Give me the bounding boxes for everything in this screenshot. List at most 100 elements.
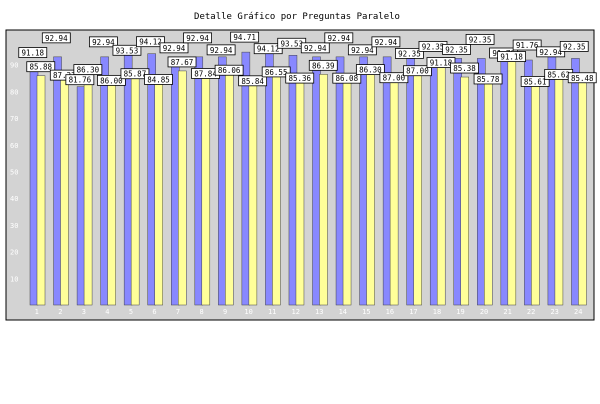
data-label: 85.48: [567, 72, 597, 84]
data-label-box: [159, 42, 189, 54]
data-label: 91.76: [512, 39, 542, 51]
data-label-box: [512, 39, 542, 51]
x-tick-label: 17: [409, 308, 417, 316]
data-label-box: [426, 57, 456, 68]
data-label: 86.30: [355, 64, 385, 75]
data-label-text: 85.48: [571, 74, 594, 83]
bar-s2-1: [36, 75, 46, 306]
data-label-box: [403, 65, 432, 77]
x-tick-label: 5: [129, 308, 133, 316]
bar-s2-7: [178, 70, 187, 306]
data-label: 92.94: [183, 32, 212, 44]
data-label-text: 85.62: [547, 70, 570, 79]
data-label-box: [395, 48, 424, 59]
data-label-text: 91.76: [516, 41, 539, 50]
data-label-box: [442, 44, 471, 55]
data-label-text: 86.30: [359, 66, 382, 75]
data-label-text: 94.12: [257, 45, 280, 54]
data-label-box: [332, 72, 362, 84]
x-tick-label: 9: [223, 308, 227, 316]
x-tick-label: 20: [480, 308, 488, 316]
data-label: 85.87: [120, 68, 150, 80]
data-label-box: [347, 44, 377, 56]
y-tick-label: 50: [10, 169, 18, 177]
data-label: 91.18: [497, 51, 527, 62]
x-tick-label: 18: [433, 308, 441, 316]
data-label-text: 92.94: [351, 46, 374, 55]
bar-s2-13: [319, 74, 328, 306]
data-label-text: 92.94: [375, 38, 398, 47]
data-label-text: 92.94: [45, 34, 68, 43]
x-tick-label: 24: [574, 308, 582, 316]
bar-s2-18: [436, 61, 446, 306]
data-label: 92.94: [347, 44, 377, 56]
data-label-box: [96, 74, 126, 86]
data-label-box: [120, 68, 150, 80]
data-label: 92.94: [536, 46, 566, 58]
x-tick-label: 10: [244, 308, 252, 316]
y-tick-label: 90: [10, 62, 18, 70]
data-label: 92.94: [159, 42, 189, 54]
data-label-box: [18, 47, 48, 58]
data-label-box: [88, 36, 118, 48]
data-label-box: [26, 61, 56, 73]
bar-s2-8: [201, 70, 211, 306]
y-tick-label: 10: [10, 275, 18, 283]
data-label: 92.94: [206, 44, 236, 56]
data-label-text: 85.61: [524, 77, 547, 86]
data-label: 86.00: [96, 74, 126, 86]
data-label: 86.06: [214, 64, 244, 76]
bar-s2-16: [389, 72, 399, 306]
bar-s2-14: [342, 74, 352, 306]
data-label-text: 92.35: [398, 49, 421, 58]
data-label-text: 92.94: [328, 34, 351, 43]
data-label-text: 92.35: [445, 45, 468, 54]
bar-s2-15: [366, 74, 375, 306]
data-label: 85.78: [473, 73, 503, 85]
data-label-box: [497, 51, 527, 62]
data-label: 93.53: [112, 44, 142, 56]
data-label-box: [536, 46, 566, 58]
data-label-text: 81.76: [69, 76, 92, 85]
data-label: 86.30: [73, 64, 103, 75]
x-tick-label: 23: [550, 308, 558, 316]
data-label: 92.35: [559, 41, 589, 52]
x-tick-label: 8: [199, 308, 203, 316]
data-label-text: 87.00: [383, 74, 406, 83]
data-label-box: [379, 72, 409, 84]
bars-group: [29, 51, 587, 306]
x-tick-label: 4: [105, 308, 109, 316]
bar-s2-5: [130, 75, 140, 306]
data-label-box: [206, 44, 236, 56]
data-label-text: 94.71: [233, 33, 256, 42]
x-tick-label: 15: [362, 308, 370, 316]
data-label-box: [355, 64, 385, 75]
x-tick-label: 2: [58, 308, 62, 316]
bar-s2-22: [531, 76, 540, 306]
data-label-box: [450, 62, 479, 74]
data-label-text: 87.67: [171, 58, 194, 67]
data-label: 94.12: [136, 36, 165, 48]
bar-s2-2: [60, 71, 69, 306]
bar-s2-19: [460, 76, 469, 306]
data-label: 92.94: [88, 36, 118, 48]
data-label-text: 85.88: [29, 63, 52, 72]
data-label: 91.18: [18, 47, 48, 58]
data-label-box: [300, 42, 330, 54]
x-tick-label: 21: [503, 308, 511, 316]
y-tick-label: 30: [10, 222, 18, 230]
x-tick-label: 1: [35, 308, 39, 316]
data-label: 94.71: [230, 31, 260, 43]
y-tick-label: 70: [10, 115, 18, 123]
data-label-text: 92.94: [304, 44, 327, 53]
data-label-box: [285, 72, 315, 84]
data-label-text: 85.78: [477, 75, 500, 84]
y-tick-label: 80: [10, 88, 18, 96]
data-label: 92.94: [41, 32, 71, 44]
data-label: 86.55: [261, 66, 291, 78]
data-label-box: [136, 36, 165, 48]
data-label: 85.84: [238, 75, 268, 87]
x-tick-label: 7: [176, 308, 180, 316]
data-label: 81.76: [65, 74, 95, 86]
